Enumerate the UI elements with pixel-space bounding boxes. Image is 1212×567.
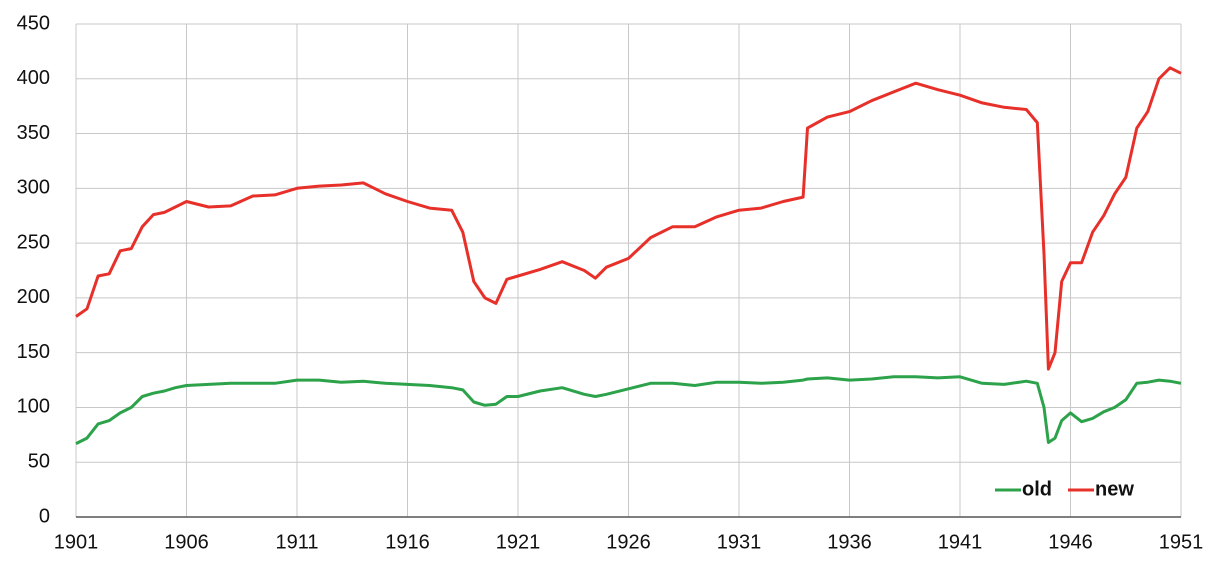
x-tick-label: 1931	[717, 531, 762, 553]
y-tick-label: 450	[17, 12, 50, 34]
y-tick-label: 50	[28, 451, 50, 473]
y-tick-label: 200	[17, 286, 50, 308]
x-tick-label: 1921	[496, 531, 541, 553]
x-tick-label: 1941	[938, 531, 983, 553]
y-tick-label: 350	[17, 122, 50, 144]
y-tick-label: 0	[39, 505, 50, 527]
x-tick-label: 1911	[275, 531, 318, 553]
x-tick-label: 1916	[385, 531, 430, 553]
x-tick-label: 1936	[827, 531, 872, 553]
legend-label: new	[1095, 478, 1134, 500]
x-tick-label: 1901	[54, 531, 99, 553]
x-tick-label: 1906	[164, 531, 209, 553]
x-tick-label: 1926	[606, 531, 651, 553]
series-line	[75, 375, 1182, 445]
y-tick-label: 300	[17, 177, 50, 199]
y-tick-label: 150	[17, 341, 50, 363]
legend-label: old	[1022, 478, 1052, 500]
series-line	[75, 66, 1182, 371]
y-tick-label: 400	[17, 67, 50, 89]
x-tick-label: 1951	[1159, 531, 1204, 553]
y-tick-label: 100	[17, 396, 50, 418]
y-tick-label: 250	[17, 231, 50, 253]
x-tick-label: 1946	[1048, 531, 1093, 553]
